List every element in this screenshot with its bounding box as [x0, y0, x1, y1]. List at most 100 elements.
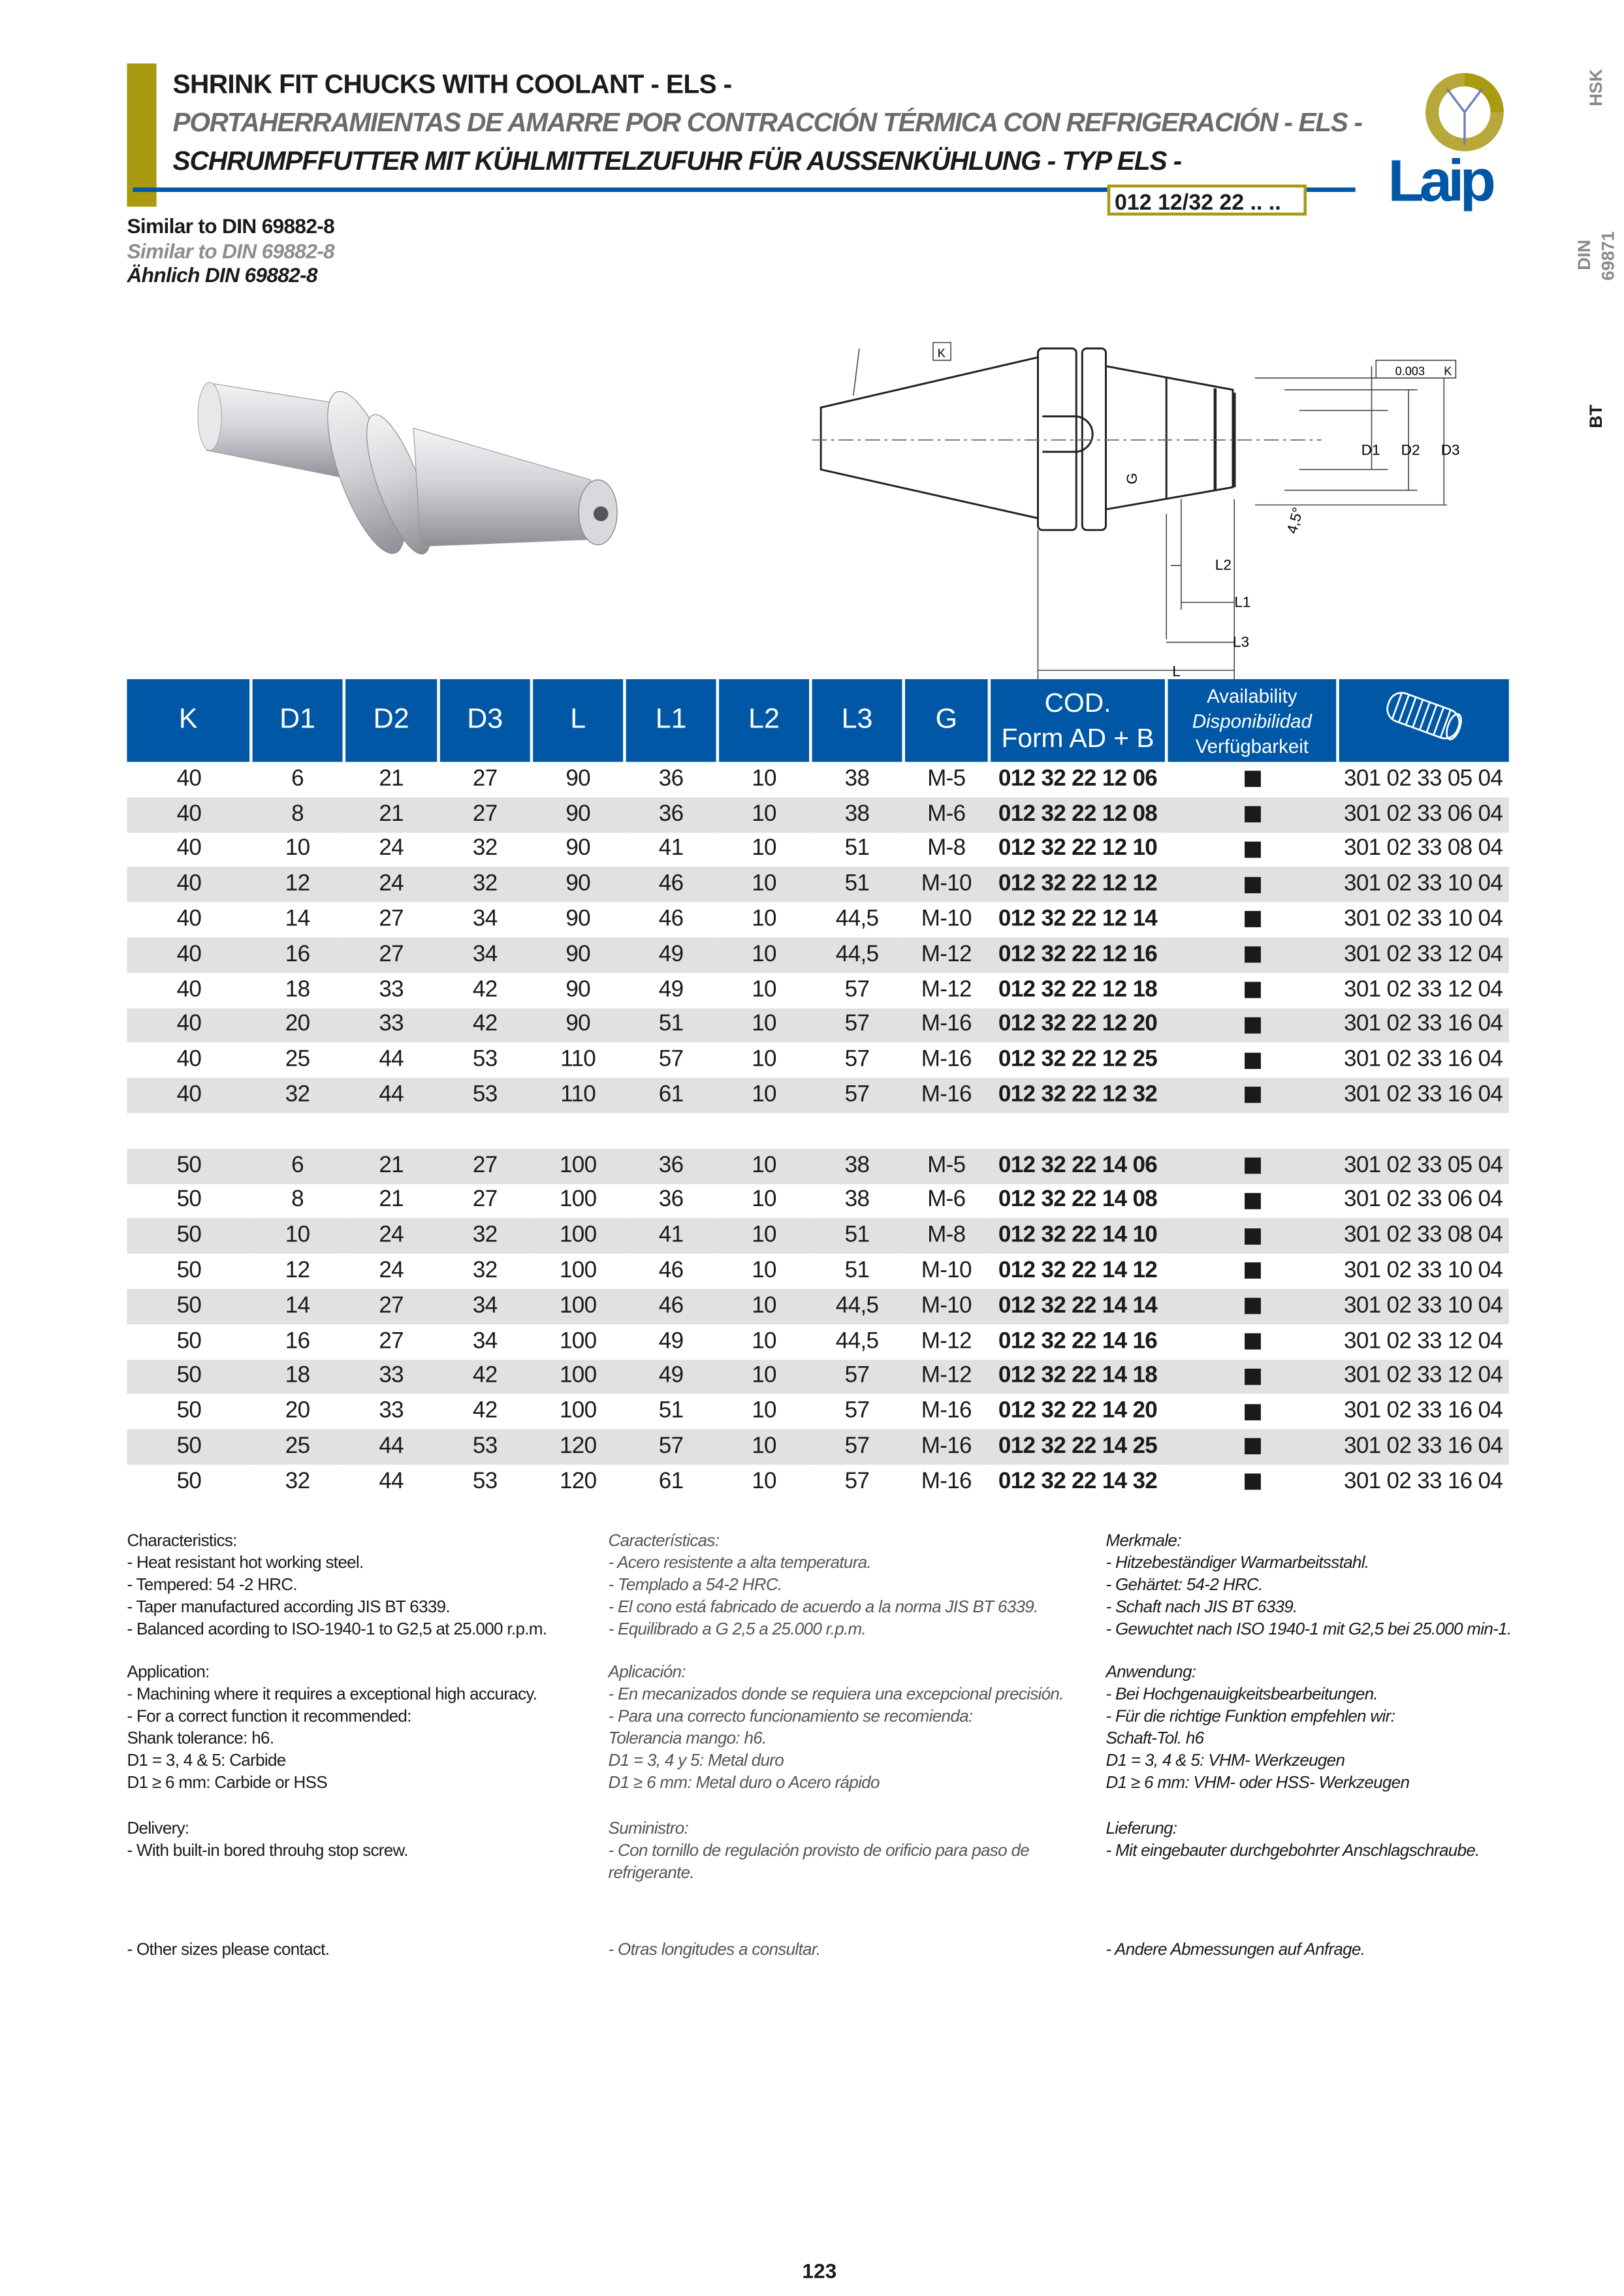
- cell-stop-screw-code[interactable]: 301 02 33 10 04: [1344, 1258, 1503, 1283]
- cell-k: 40: [127, 797, 251, 833]
- cell-stop-screw-code[interactable]: 301 02 33 16 04: [1337, 1429, 1509, 1465]
- cell-l1: 49: [658, 1328, 684, 1354]
- cell-stop-screw-code[interactable]: 301 02 33 12 04: [1344, 1328, 1503, 1354]
- cell-code[interactable]: 012 32 22 14 12: [998, 1258, 1158, 1283]
- cell-stop-screw-code[interactable]: 301 02 33 05 04: [1344, 766, 1503, 791]
- cell-code[interactable]: 012 32 22 12 18: [998, 977, 1158, 1002]
- cell-g: M-16: [903, 1008, 989, 1044]
- cell-code[interactable]: 012 32 22 12 25: [998, 1047, 1158, 1073]
- cell-g: M-6: [903, 797, 989, 833]
- header-availability: Availability Disponibilidad Verfügbarkei…: [1164, 679, 1338, 762]
- cell-d1: 25: [285, 1047, 310, 1073]
- cell-stop-screw-code[interactable]: 301 02 33 06 04: [1344, 1187, 1503, 1213]
- cell-stop-screw-code[interactable]: 301 02 33 16 04: [1344, 1398, 1503, 1424]
- cell-d2: 33: [379, 1398, 404, 1424]
- side-tab-din[interactable]: DIN: [1574, 240, 1595, 270]
- available-square-icon: [1243, 1368, 1260, 1385]
- cell-d2: 33: [343, 1008, 439, 1044]
- cell-d3: 42: [438, 1008, 532, 1044]
- cell-code[interactable]: 012 32 22 12 10: [998, 836, 1158, 862]
- cell-code[interactable]: 012 32 22 14 16: [998, 1328, 1158, 1354]
- header-availability-es: Disponibilidad: [1192, 709, 1312, 732]
- cell-code[interactable]: 012 32 22 12 14: [998, 906, 1158, 932]
- cell-stop-screw-code[interactable]: 301 02 33 16 04: [1337, 1077, 1509, 1113]
- cell-l2: 10: [717, 937, 811, 973]
- cell-l1: 46: [624, 867, 718, 902]
- diagram-label-d2: D2: [1401, 441, 1420, 458]
- cell-l: 110: [560, 1047, 596, 1073]
- cell-stop-screw-code[interactable]: 301 02 33 08 04: [1337, 1219, 1509, 1254]
- cell-k: 40: [176, 906, 202, 932]
- cell-l2: 10: [717, 867, 811, 902]
- side-tab-bt[interactable]: BT: [1585, 404, 1606, 428]
- available-square-icon: [1243, 1403, 1260, 1420]
- cell-stop-screw-code[interactable]: 301 02 33 12 04: [1337, 1359, 1509, 1395]
- header-rule: [133, 187, 1356, 192]
- diagram-label-angle: 4,5°: [1284, 505, 1307, 535]
- cell-d2: 21: [343, 1148, 439, 1184]
- cell-code[interactable]: 012 32 22 12 08: [989, 797, 1167, 833]
- side-tab-hsk[interactable]: HSK: [1585, 69, 1606, 106]
- cell-code[interactable]: 012 32 22 12 12: [989, 867, 1167, 902]
- cell-stop-screw-code[interactable]: 301 02 33 10 04: [1344, 906, 1503, 932]
- cell-code[interactable]: 012 32 22 12 16: [989, 937, 1167, 973]
- cell-availability: [1166, 1043, 1337, 1078]
- header-d3: D3: [437, 679, 532, 762]
- cell-g: M-8: [903, 1219, 989, 1254]
- cell-l3: 57: [810, 1429, 904, 1465]
- side-tab-din-number[interactable]: 69871: [1597, 231, 1619, 281]
- cell-k: 40: [176, 836, 202, 862]
- cell-code[interactable]: 012 32 22 12 32: [989, 1077, 1167, 1113]
- cell-code[interactable]: 012 32 22 14 08: [998, 1187, 1158, 1213]
- cell-l3: 51: [810, 1219, 904, 1254]
- title-english: SHRINK FIT CHUCKS WITH COOLANT - ELS -: [172, 69, 733, 99]
- cell-stop-screw-code[interactable]: 301 02 33 10 04: [1337, 1288, 1509, 1324]
- notes-de-characteristics: Merkmale: - Hitzebeständiger Warmarbeits…: [1106, 1532, 1512, 1639]
- available-square-icon: [1243, 806, 1260, 823]
- notes-es-other: - Otras longitudes a consultar.: [608, 1941, 821, 1960]
- cell-stop-screw-code[interactable]: 301 02 33 05 04: [1337, 1148, 1509, 1184]
- header-d1: D1: [249, 679, 344, 762]
- cell-code[interactable]: 012 32 22 14 18: [989, 1359, 1167, 1395]
- cell-d2: 24: [343, 867, 439, 902]
- available-square-icon: [1243, 1052, 1260, 1069]
- cell-stop-screw-code[interactable]: 301 02 33 12 04: [1344, 977, 1503, 1002]
- header-d2: D2: [342, 679, 439, 762]
- available-square-icon: [1243, 1333, 1260, 1350]
- cell-g: M-5: [903, 1148, 989, 1184]
- notes-de-application: Anwendung: - Bei Hochgenauigkeitsbearbei…: [1106, 1664, 1410, 1793]
- cell-stop-screw-code[interactable]: 301 02 33 16 04: [1344, 1047, 1503, 1073]
- cell-l: 90: [531, 867, 625, 902]
- cell-d1: 6: [291, 766, 304, 791]
- cell-l: 90: [531, 937, 625, 973]
- cell-code[interactable]: 012 32 22 14 20: [998, 1398, 1158, 1424]
- table-row: 40 25 44 53 110 57 10 57 M-16 012 32 22 12 25 301 …: [127, 1043, 1508, 1078]
- cell-d2: 24: [379, 1258, 404, 1283]
- cell-code[interactable]: 012 32 22 14 32: [998, 1469, 1158, 1494]
- cell-code[interactable]: 012 32 22 12 06: [998, 766, 1158, 791]
- cell-d3: 34: [472, 1328, 498, 1354]
- cell-stop-screw-code[interactable]: 301 02 33 16 04: [1337, 1008, 1509, 1044]
- cell-code[interactable]: 012 32 22 14 06: [989, 1148, 1167, 1184]
- cell-code[interactable]: 012 32 22 12 20: [989, 1008, 1167, 1044]
- table-row: 40 10 24 32 90 41 10 51 M-8 012 32 22 12 10 301 02…: [127, 832, 1508, 867]
- cell-k: 50: [176, 1469, 202, 1494]
- cell-code[interactable]: 012 32 22 14 25: [989, 1429, 1167, 1465]
- cell-stop-screw-code[interactable]: 301 02 33 16 04: [1344, 1469, 1503, 1494]
- cell-d3: 53: [438, 1429, 532, 1465]
- cell-stop-screw-code[interactable]: 301 02 33 08 04: [1344, 836, 1503, 862]
- cell-code[interactable]: 012 32 22 14 14: [989, 1288, 1167, 1324]
- cell-d3: 32: [472, 1258, 498, 1283]
- cell-l2: 10: [752, 1187, 776, 1213]
- table-header-row: K D1 D2 D3 L L1 L2 L3 G COD. Form AD + B…: [127, 679, 1509, 762]
- header-stop-screw: [1336, 679, 1509, 762]
- cell-stop-screw-code[interactable]: 301 02 33 06 04: [1337, 797, 1509, 833]
- cell-k: 40: [127, 1077, 251, 1113]
- cell-l1: 49: [624, 937, 718, 973]
- cell-stop-screw-code[interactable]: 301 02 33 12 04: [1337, 937, 1509, 973]
- available-square-icon: [1243, 946, 1260, 963]
- cell-d1: 8: [251, 797, 344, 833]
- cell-l3: 57: [844, 1469, 870, 1494]
- cell-code[interactable]: 012 32 22 14 10: [989, 1219, 1167, 1254]
- cell-stop-screw-code[interactable]: 301 02 33 10 04: [1337, 867, 1509, 902]
